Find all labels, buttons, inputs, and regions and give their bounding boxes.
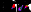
Text: 20 MPa: 20 MPa [5,0,31,8]
Text: 80 MPa: 80 MPa [14,0,31,4]
Text: 10 MPa: 10 MPa [4,0,31,8]
Text: 30 MPa: 30 MPa [7,0,31,7]
Text: 30 MPa: 30 MPa [18,0,31,8]
Text: 60 MPa: 60 MPa [11,0,31,6]
Text: 70 MPa: 70 MPa [23,0,31,6]
Text: (b): (b) [17,2,31,12]
Text: 50 MPa: 50 MPa [9,0,31,6]
Text: 110 MPa: 110 MPa [27,0,31,3]
Text: 90 MPa: 90 MPa [25,0,31,5]
Text: 70 MPa: 70 MPa [12,0,31,5]
Text: 80 MPa: 80 MPa [24,0,31,5]
Text: 100 MPa: 100 MPa [26,0,31,4]
Text: 40 MPa: 40 MPa [8,0,31,7]
Text: 60 MPa: 60 MPa [21,0,31,6]
Text: 20 MPa: 20 MPa [17,0,31,9]
Text: (a): (a) [4,2,31,12]
Text: 40 MPa: 40 MPa [19,0,31,8]
Text: 50 MPa: 50 MPa [20,0,31,7]
